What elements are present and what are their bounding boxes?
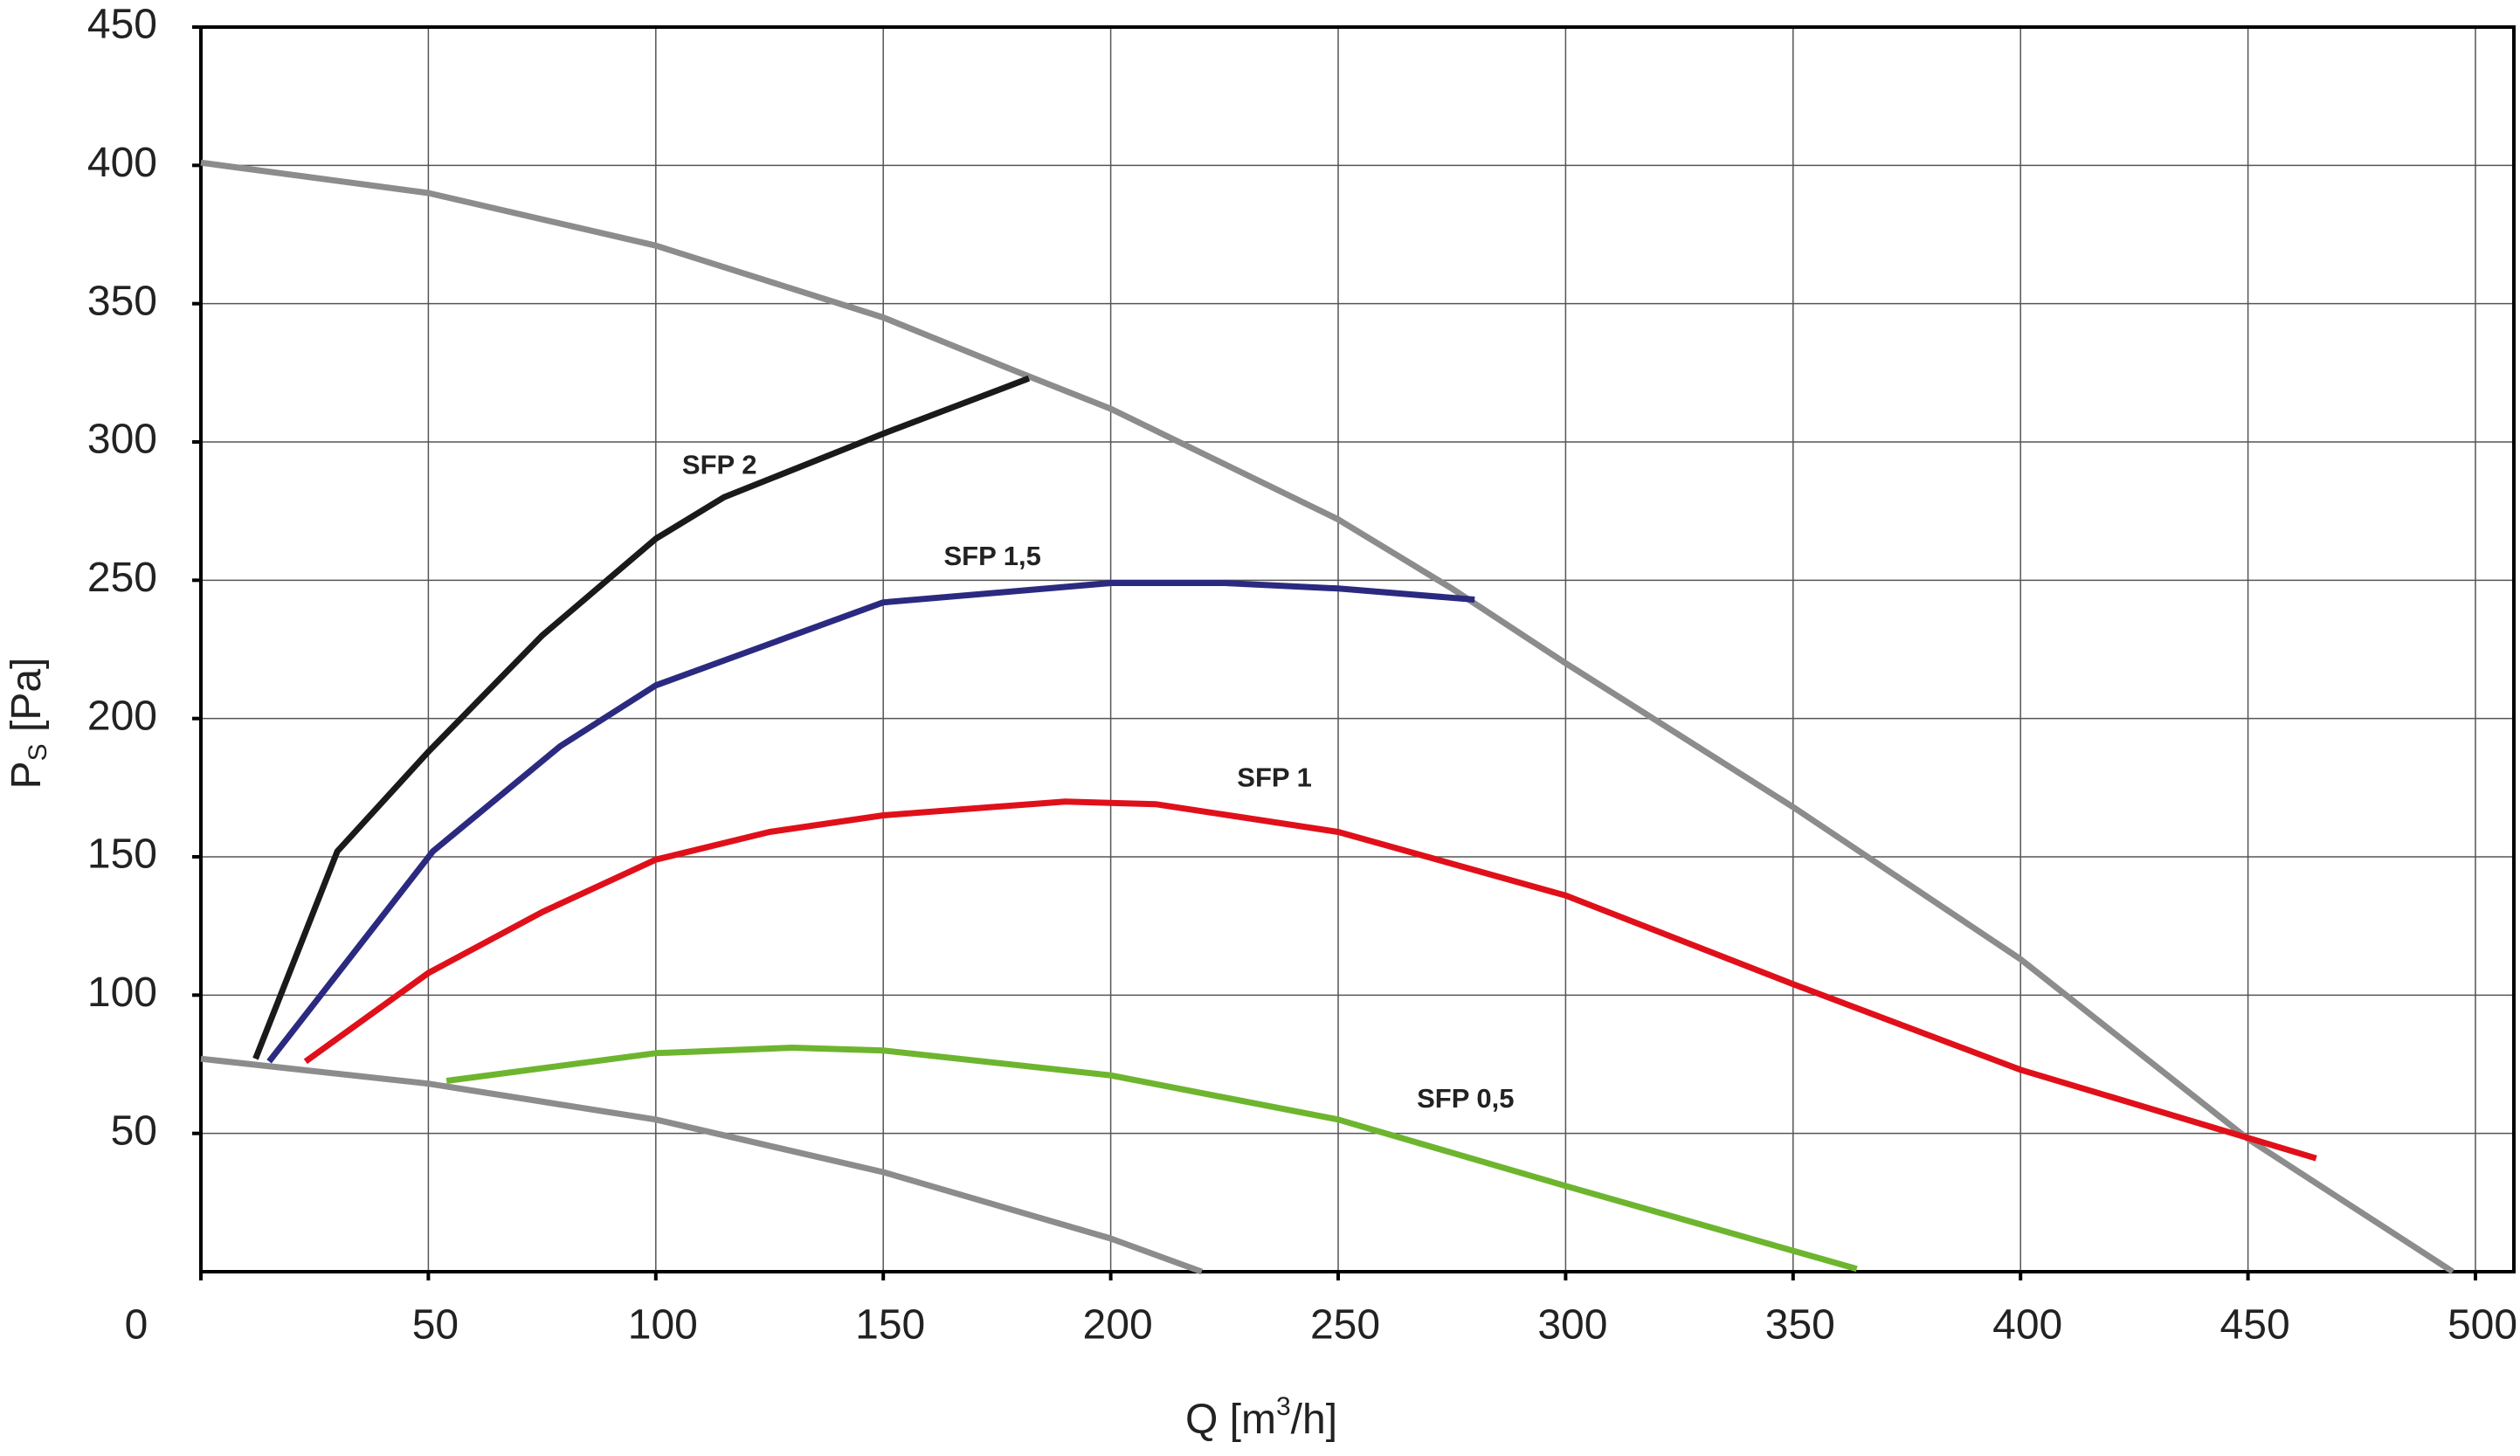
x-axis-label: Q [m3/h] — [1185, 1392, 1337, 1443]
y-tick-label: 450 — [87, 2, 157, 48]
y-axis-label: PS [Pa] — [3, 658, 52, 790]
x-tick-label: 250 — [1310, 1302, 1380, 1349]
x-tick-label: 200 — [1083, 1302, 1153, 1349]
curve-label: SFP 0,5 — [1417, 1083, 1514, 1114]
x-tick-label: 400 — [1992, 1302, 2062, 1349]
y-tick-label: 50 — [111, 1108, 157, 1154]
x-tick-label: 0 — [125, 1302, 148, 1349]
curve — [303, 798, 2317, 1162]
curve — [200, 159, 2454, 1274]
curve-label: SFP 2 — [682, 450, 757, 480]
x-tick-label: 350 — [1765, 1302, 1835, 1349]
x-tick-label: 300 — [1537, 1302, 1607, 1349]
y-tick-label: 200 — [87, 693, 157, 739]
y-tick-label: 100 — [87, 970, 157, 1016]
plot-frame — [199, 25, 2516, 1273]
curve — [445, 1045, 1858, 1273]
y-tick-label: 350 — [87, 278, 157, 324]
x-tick-label: 100 — [628, 1302, 698, 1349]
y-tick-label: 150 — [87, 832, 157, 878]
x-tick-label: 150 — [855, 1302, 925, 1349]
x-tick-label: 50 — [412, 1302, 459, 1349]
x-tick-label: 450 — [2220, 1302, 2290, 1349]
curve-label: SFP 1,5 — [943, 541, 1040, 571]
y-tick-label: 250 — [87, 555, 157, 601]
curve — [200, 1055, 1203, 1275]
y-tick-label: 400 — [87, 140, 157, 186]
curve — [252, 375, 1031, 1060]
x-tick-label: 500 — [2448, 1302, 2517, 1349]
curve-label: SFP 1 — [1237, 763, 1312, 793]
curve — [266, 580, 1475, 1064]
y-tick-label: 300 — [87, 417, 157, 463]
